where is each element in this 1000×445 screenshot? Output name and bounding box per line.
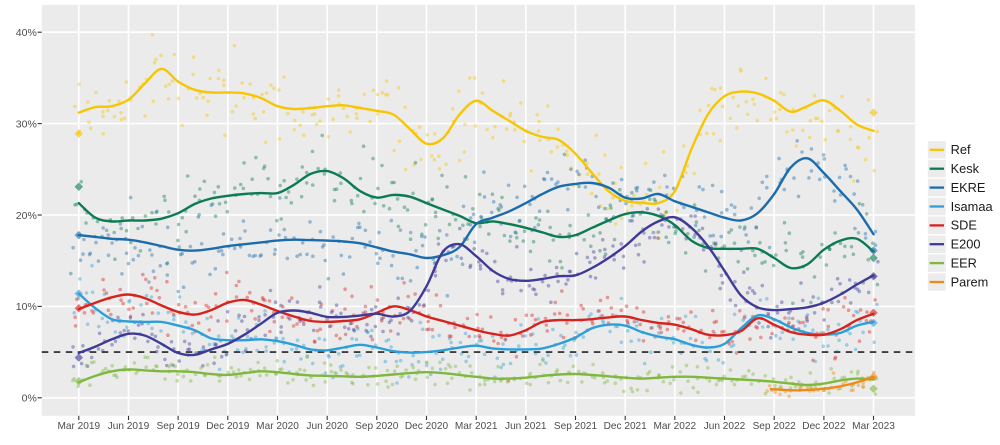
svg-text:SDE: SDE [951, 218, 977, 233]
svg-text:Jun 2022: Jun 2022 [704, 421, 746, 432]
svg-text:Sep 2022: Sep 2022 [753, 421, 797, 432]
svg-text:Mar 2020: Mar 2020 [256, 421, 299, 432]
svg-text:Mar 2023: Mar 2023 [852, 421, 895, 432]
svg-text:E200: E200 [951, 237, 981, 252]
svg-text:Kesk: Kesk [951, 161, 980, 176]
svg-text:Isamaa: Isamaa [951, 199, 994, 214]
svg-text:0%: 0% [22, 393, 37, 405]
svg-text:20%: 20% [16, 210, 37, 222]
svg-text:Jun 2020: Jun 2020 [306, 421, 348, 432]
svg-text:Mar 2022: Mar 2022 [653, 421, 696, 432]
svg-text:10%: 10% [16, 301, 37, 313]
svg-text:Dec 2020: Dec 2020 [405, 421, 449, 432]
svg-text:Sep 2019: Sep 2019 [156, 421, 200, 432]
svg-text:Jun 2019: Jun 2019 [108, 421, 150, 432]
svg-text:Parem: Parem [951, 274, 989, 289]
svg-text:EKRE: EKRE [951, 180, 986, 195]
svg-text:Jun 2021: Jun 2021 [505, 421, 547, 432]
svg-text:Mar 2019: Mar 2019 [57, 421, 100, 432]
svg-text:30%: 30% [16, 118, 37, 130]
svg-text:Mar 2021: Mar 2021 [455, 421, 498, 432]
svg-text:Dec 2021: Dec 2021 [604, 421, 648, 432]
svg-text:Sep 2020: Sep 2020 [355, 421, 399, 432]
svg-text:40%: 40% [16, 27, 37, 39]
svg-text:Sep 2021: Sep 2021 [554, 421, 598, 432]
svg-text:Ref: Ref [951, 142, 971, 157]
svg-text:Dec 2022: Dec 2022 [802, 421, 846, 432]
svg-text:EER: EER [951, 255, 977, 270]
svg-text:Dec 2019: Dec 2019 [206, 421, 250, 432]
